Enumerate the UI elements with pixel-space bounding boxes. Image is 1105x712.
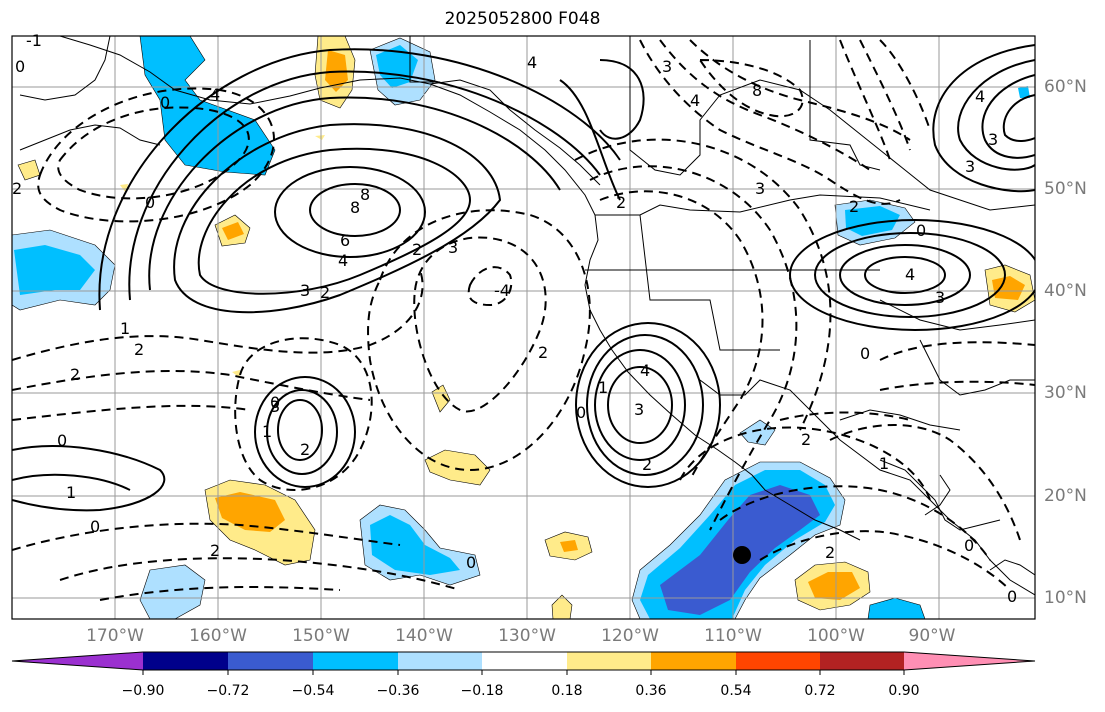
contour-label: 0 bbox=[15, 57, 25, 76]
colorbar bbox=[11, 651, 1036, 675]
lat-label: 40°N bbox=[1044, 281, 1087, 301]
lon-label: 130°W bbox=[498, 626, 556, 646]
colorbar-bin bbox=[567, 652, 651, 670]
contour-label: 8 bbox=[350, 198, 360, 217]
solid-contours bbox=[12, 44, 1035, 512]
contour-label: 3 bbox=[662, 57, 672, 76]
contour-label: 0 bbox=[860, 344, 870, 363]
lon-label: 110°W bbox=[704, 626, 762, 646]
map-frame bbox=[11, 35, 1036, 620]
contour-label: 2 bbox=[642, 455, 652, 474]
contour-label: 1 bbox=[66, 483, 76, 502]
colorbar-tick-label: −0.90 bbox=[121, 683, 165, 699]
colorbar-extend-high bbox=[904, 652, 1035, 670]
contour-label: 3 bbox=[448, 238, 458, 257]
contour-label: 2 bbox=[801, 430, 811, 449]
contour-label: 2 bbox=[12, 179, 22, 198]
colorbar-tick-label: −0.36 bbox=[376, 683, 420, 699]
contour-label: 4 bbox=[527, 53, 537, 72]
contour-label: 1 bbox=[598, 378, 608, 397]
contour-label: 8 bbox=[360, 185, 370, 204]
colorbar-bin bbox=[736, 652, 820, 670]
contour-label: 8 bbox=[752, 81, 762, 100]
contour-label: 2 bbox=[210, 541, 220, 560]
contour-label: 0 bbox=[466, 553, 476, 572]
colorbar-tick-label: 0.54 bbox=[720, 683, 752, 699]
contour-label: 0 bbox=[90, 517, 100, 536]
contour-label: 4 bbox=[690, 91, 700, 110]
contour-label: 0 bbox=[160, 93, 170, 112]
contour-labels: -1 0 0 4 4 2 8 8 6 4 3 3 2 2 0 1 1 2 2 0… bbox=[12, 31, 1017, 606]
contour-label: 3 bbox=[270, 397, 280, 416]
contour-label: 0 bbox=[270, 393, 280, 412]
contour-label: 4 bbox=[640, 361, 650, 380]
colorbar-tick-label: −0.54 bbox=[291, 683, 335, 699]
colorbar-bin bbox=[143, 652, 228, 670]
lon-label: 90°W bbox=[908, 626, 956, 646]
dashed-contours bbox=[12, 39, 1035, 601]
contour-label: 4 bbox=[338, 251, 348, 270]
lon-label: 150°W bbox=[292, 626, 350, 646]
contour-label: 3 bbox=[300, 281, 310, 300]
colorbar-bin bbox=[398, 652, 482, 670]
negative-shading bbox=[12, 36, 1030, 619]
contour-label: 0 bbox=[576, 403, 586, 422]
lon-label: 160°W bbox=[189, 626, 247, 646]
contour-label: 4 bbox=[905, 265, 915, 284]
lon-label: 170°W bbox=[86, 626, 144, 646]
contour-label: 3 bbox=[988, 130, 998, 149]
contour-label: 3 bbox=[634, 400, 644, 419]
contour-label: 4 bbox=[210, 85, 220, 104]
colorbar-bin bbox=[820, 652, 904, 670]
contour-label: 0 bbox=[916, 221, 926, 240]
colorbar-tick-label: −0.72 bbox=[206, 683, 250, 699]
lon-label: 120°W bbox=[601, 626, 659, 646]
contour-label: -4 bbox=[494, 281, 510, 300]
lat-label: 60°N bbox=[1044, 77, 1087, 97]
lon-label: 140°W bbox=[395, 626, 453, 646]
contour-label: 1 bbox=[879, 454, 889, 473]
colorbar-tick-label: 0.90 bbox=[888, 683, 920, 699]
contour-label: 2 bbox=[320, 283, 330, 302]
contour-label: 0 bbox=[57, 431, 67, 450]
contour-label: 0 bbox=[964, 536, 974, 555]
colorbar-tick-label: 0.18 bbox=[551, 683, 583, 699]
contour-label: 1 bbox=[120, 319, 130, 338]
lat-label: 50°N bbox=[1044, 179, 1087, 199]
contour-label: 2 bbox=[300, 440, 310, 459]
contour-label: 2 bbox=[825, 543, 835, 562]
colorbar-bin bbox=[228, 652, 313, 670]
contour-label: 2 bbox=[70, 365, 80, 384]
contour-label: 2 bbox=[134, 340, 144, 359]
contour-label: 0 bbox=[1007, 587, 1017, 606]
colorbar-bin bbox=[651, 652, 736, 670]
contour-label: 4 bbox=[975, 87, 985, 106]
contour-label: 3 bbox=[935, 288, 945, 307]
colorbar-tick-label: 0.36 bbox=[635, 683, 667, 699]
contour-label: 2 bbox=[412, 240, 422, 259]
colorbar-bin bbox=[482, 652, 567, 670]
contour-label: 1 bbox=[262, 422, 272, 441]
contour-label: 2 bbox=[616, 193, 626, 212]
lat-label: 30°N bbox=[1044, 383, 1087, 403]
colorbar-tick-label: 0.72 bbox=[804, 683, 836, 699]
contour-label: 3 bbox=[965, 157, 975, 176]
black-dot-marker bbox=[733, 546, 751, 564]
colorbar-tick-label: −0.18 bbox=[460, 683, 504, 699]
colorbar-extend-low bbox=[12, 652, 143, 670]
contour-label: -1 bbox=[26, 31, 42, 50]
map-title: 2025052800 F048 bbox=[444, 9, 601, 29]
contour-label: 6 bbox=[340, 231, 350, 250]
contour-label: 0 bbox=[145, 193, 155, 212]
contour-label: 3 bbox=[755, 179, 765, 198]
lat-label: 10°N bbox=[1044, 588, 1087, 608]
lat-label: 20°N bbox=[1044, 486, 1087, 506]
contour-label: 2 bbox=[849, 197, 859, 216]
lon-label: 100°W bbox=[807, 626, 865, 646]
contour-label: 2 bbox=[538, 343, 548, 362]
colorbar-bin bbox=[313, 652, 398, 670]
